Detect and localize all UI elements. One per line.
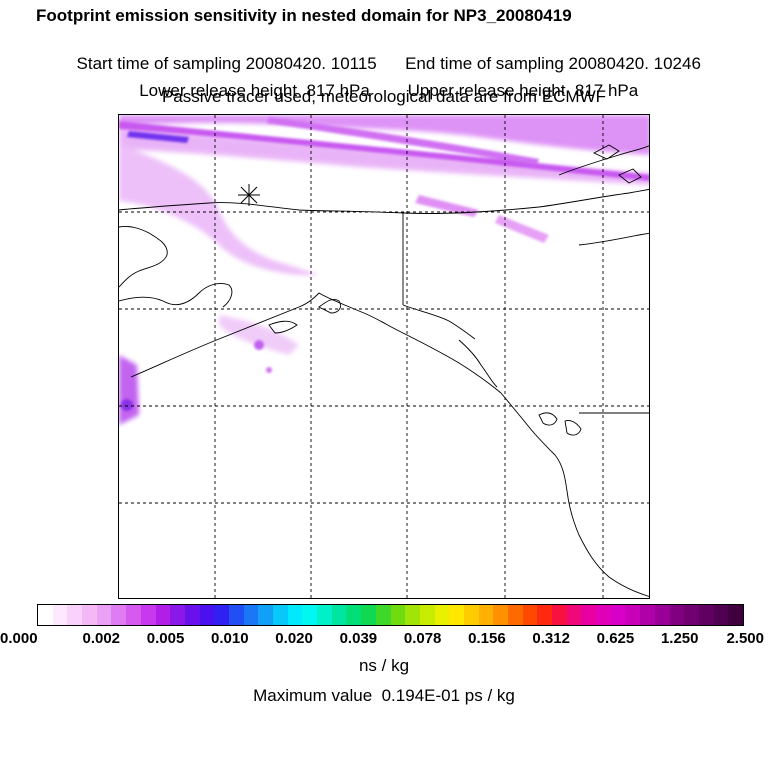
colorbar-segment xyxy=(140,605,156,625)
sampling-time-line: Start time of sampling 20080420. 10115 E… xyxy=(0,34,768,74)
colorbar-segment xyxy=(331,605,347,625)
colorbar-segment xyxy=(346,605,362,625)
colorbar-tick-label: 0.156 xyxy=(468,630,506,647)
colorbar-segment xyxy=(596,605,611,625)
colorbar-segment xyxy=(170,605,185,625)
colorbar-segment xyxy=(38,605,53,625)
colorbar-segment xyxy=(640,605,655,625)
colorbar-segment xyxy=(419,605,435,625)
colorbar-segment xyxy=(228,605,244,625)
colorbar-segment xyxy=(478,605,494,625)
colorbar-units: ns / kg xyxy=(358,656,410,675)
start-time-label: Start time of sampling 20080420. 10115 xyxy=(76,54,377,73)
colorbar-tick-label: 0.078 xyxy=(403,630,442,647)
end-time-label: End time of sampling 20080420. 10246 xyxy=(405,54,701,73)
colorbar-segment xyxy=(449,605,464,625)
release-height-line: Lower release height 817 hPa Upper relea… xyxy=(0,61,768,101)
colorbar-segment xyxy=(273,605,288,625)
colorbar-segment xyxy=(508,605,523,625)
colorbar-segment xyxy=(96,605,112,625)
colorbar-tick-label: 0.002 xyxy=(82,630,121,647)
colorbar-segment xyxy=(669,605,685,625)
map-panel xyxy=(118,114,650,599)
colorbar-segment xyxy=(405,605,420,625)
colorbar-segment xyxy=(258,605,273,625)
colorbar-segment xyxy=(67,605,83,625)
colorbar-tick-label: 0.010 xyxy=(211,630,249,647)
colorbar-segment xyxy=(287,605,303,625)
colorbar-segment xyxy=(537,605,553,625)
colorbar-segment xyxy=(434,605,450,625)
star-marker xyxy=(238,184,260,206)
colorbar-segment xyxy=(493,605,508,625)
colorbar-segment xyxy=(126,605,141,625)
upper-release-label: Upper release height 817 hPa xyxy=(407,81,639,100)
plot-title: Footprint emission sensitivity in nested… xyxy=(36,6,572,25)
colorbar-tick-labels: 0.000 0.002 0.005 0.010 0.020 0.039 0.078 0.156… xyxy=(0,630,768,650)
colorbar-tick-label: 2.500 xyxy=(726,630,764,647)
colorbar-segment xyxy=(654,605,670,625)
colorbar-tick-label: 0.039 xyxy=(339,630,378,647)
colorbar-segment xyxy=(684,605,699,625)
colorbar-tick-label: 0.625 xyxy=(596,630,635,647)
colorbar-tick-label: 1.250 xyxy=(660,630,699,647)
colorbar-segment xyxy=(566,605,582,625)
colorbar-segment xyxy=(302,605,318,625)
colorbar-segment xyxy=(581,605,597,625)
colorbar-segment xyxy=(199,605,215,625)
colorbar-segment xyxy=(317,605,332,625)
colorbar-tick-label: 0.312 xyxy=(532,630,570,647)
colorbar-segment xyxy=(111,605,127,625)
colorbar-segment xyxy=(375,605,391,625)
colorbar-segment xyxy=(522,605,538,625)
colorbar-segment xyxy=(713,605,729,625)
colorbar-segment xyxy=(463,605,479,625)
colorbar-segment xyxy=(155,605,171,625)
colorbar-segment xyxy=(625,605,641,625)
colorbar-segment xyxy=(243,605,259,625)
colorbar-segment xyxy=(728,605,743,625)
colorbar-segment xyxy=(610,605,626,625)
colorbar-segment xyxy=(552,605,567,625)
coastlines xyxy=(119,144,649,597)
sensitivity-field xyxy=(119,115,649,425)
colorbar-segment xyxy=(184,605,200,625)
colorbar xyxy=(37,604,744,626)
map-canvas xyxy=(119,115,649,598)
colorbar-segment xyxy=(82,605,97,625)
colorbar-segment xyxy=(52,605,68,625)
colorbar-segment xyxy=(390,605,406,625)
colorbar-tick-label: 0.005 xyxy=(146,630,185,647)
colorbar-segment xyxy=(214,605,229,625)
tracer-note: Passive tracer used, meteorological data… xyxy=(161,87,607,106)
max-value-label: Maximum value 0.194E-01 ps / kg xyxy=(253,686,515,705)
colorbar-tick-label: 0.000 xyxy=(0,630,38,647)
colorbar-segment xyxy=(361,605,376,625)
lower-release-label: Lower release height 817 hPa xyxy=(139,81,370,100)
colorbar-tick-label: 0.020 xyxy=(275,630,313,647)
colorbar-segment xyxy=(698,605,714,625)
